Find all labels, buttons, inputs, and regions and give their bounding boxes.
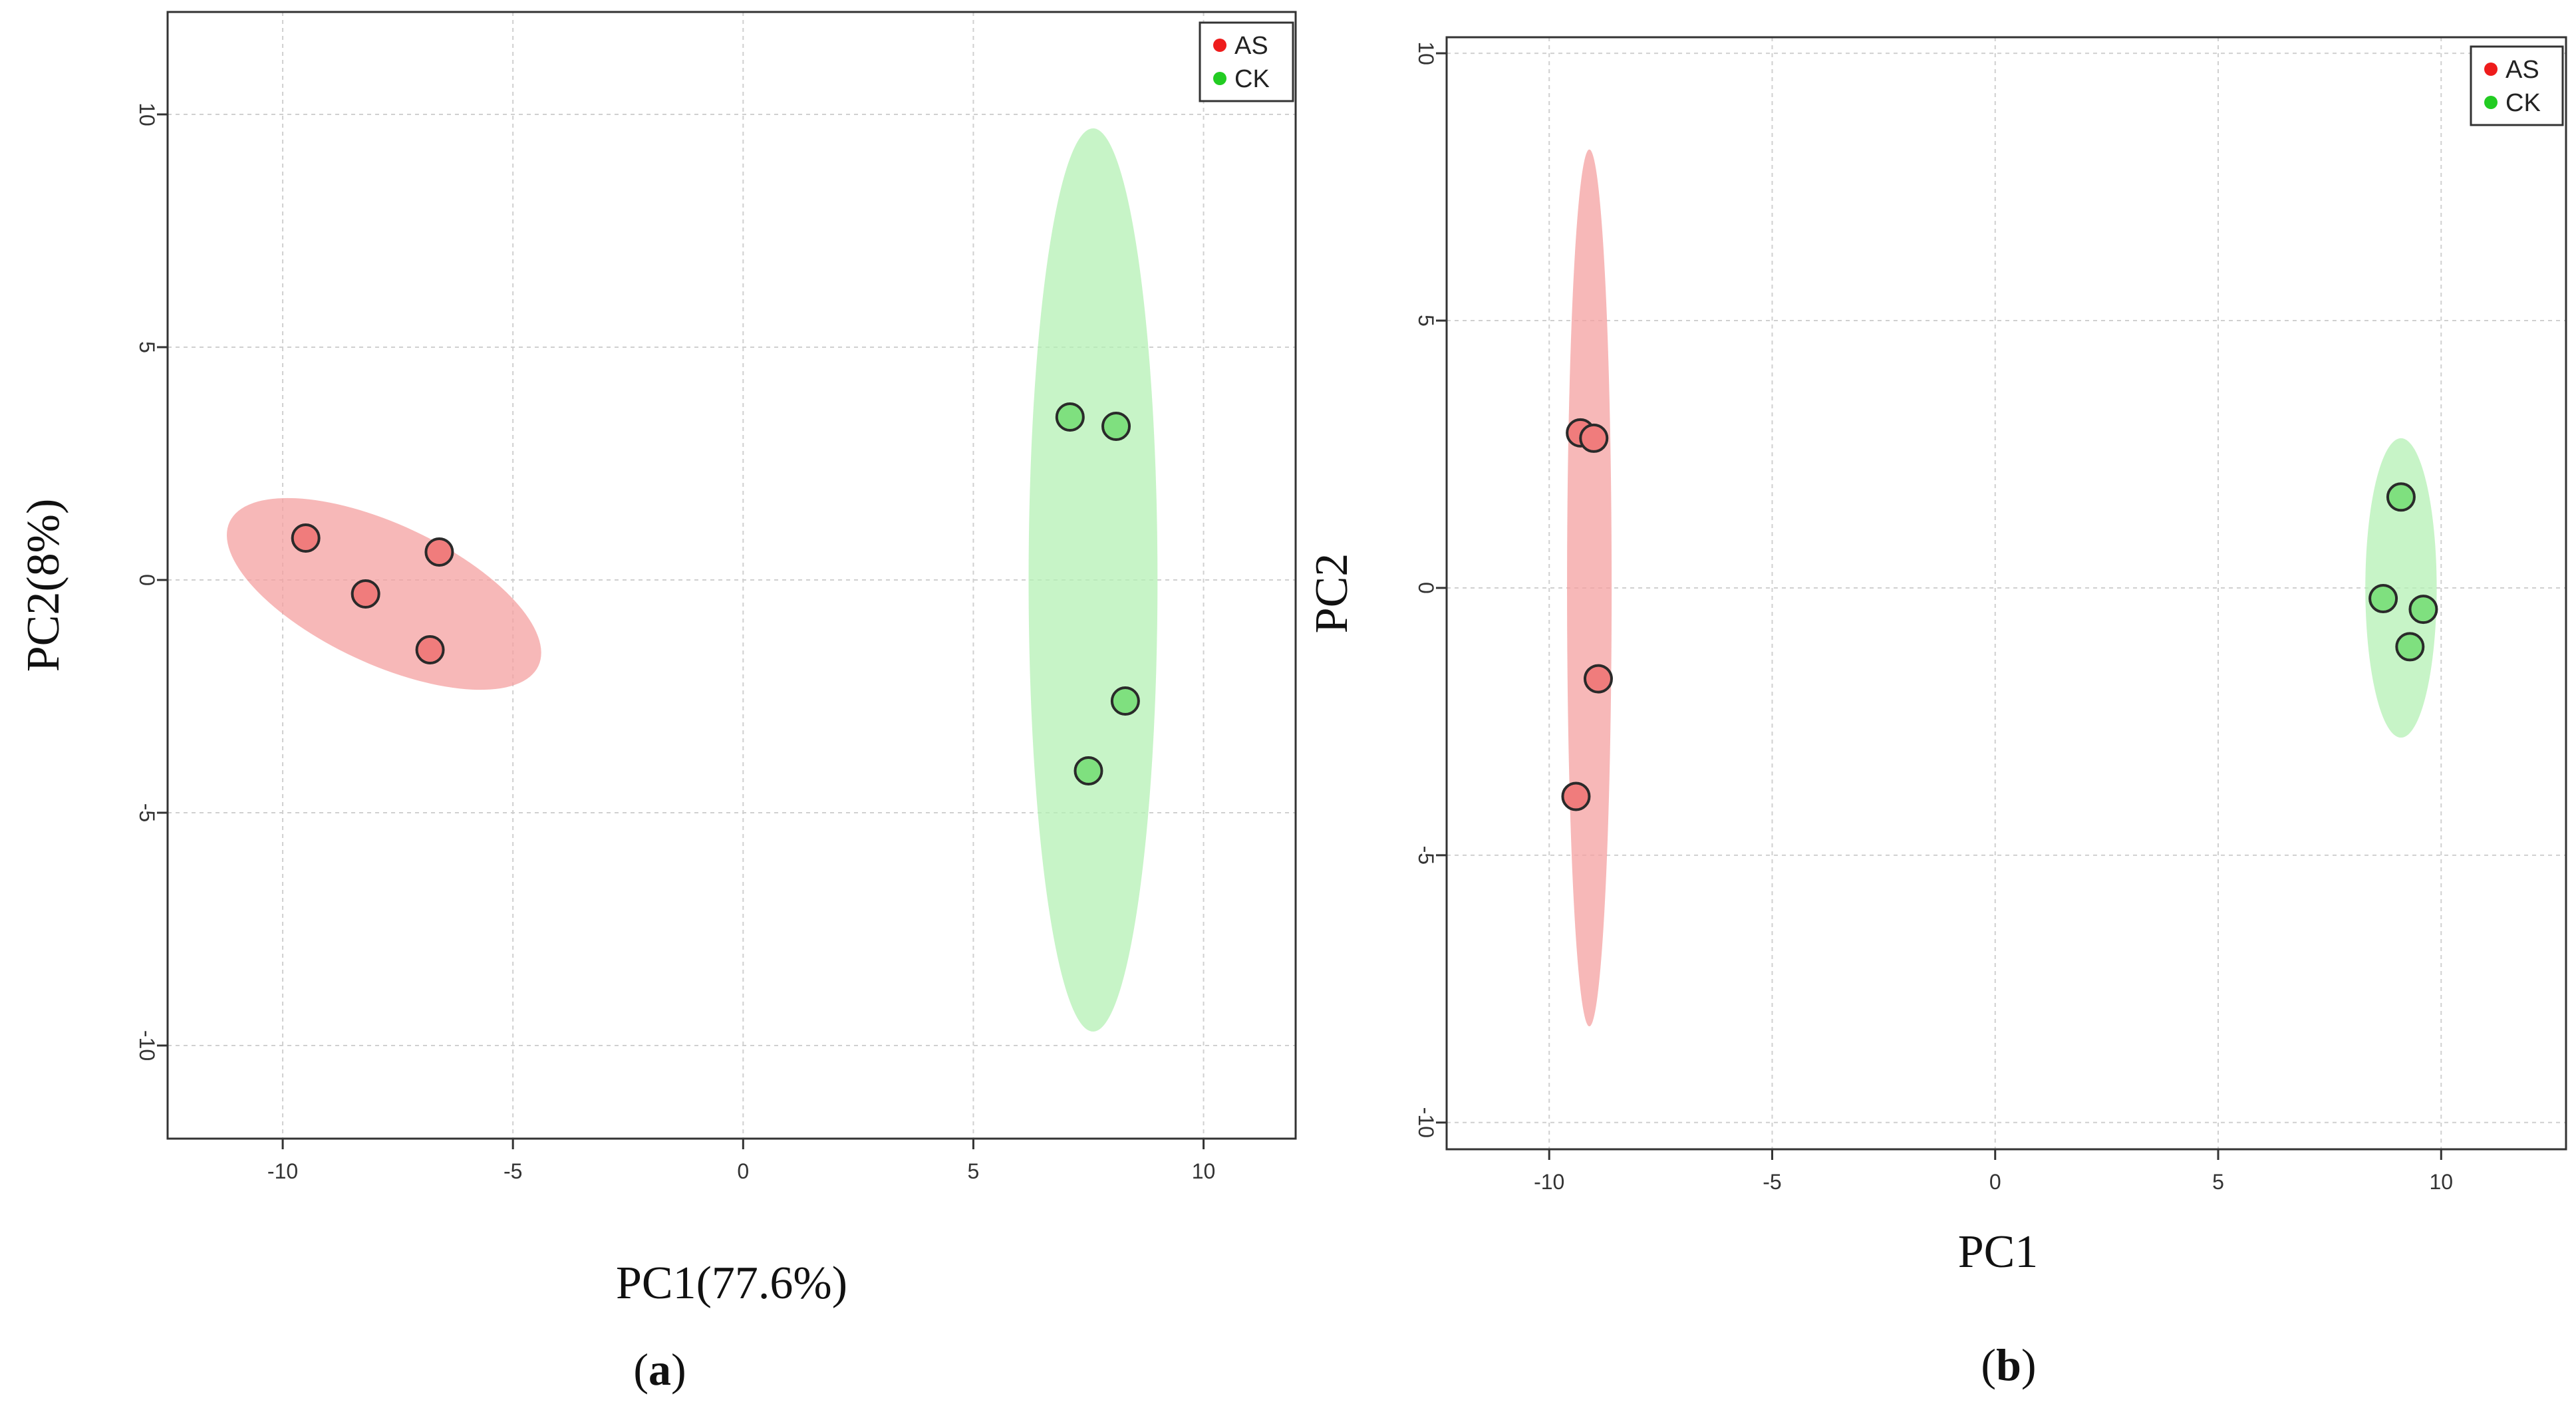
y-axis-title: PC2 bbox=[1306, 553, 1358, 634]
point-ck bbox=[2386, 482, 2416, 512]
ellipse-ck bbox=[1028, 128, 1158, 1032]
y-tick-label: -10 bbox=[135, 1030, 159, 1061]
legend: AS CK bbox=[2470, 45, 2564, 126]
legend-label-ck: CK bbox=[1234, 65, 1270, 93]
point-as bbox=[1561, 781, 1591, 811]
ellipse-as bbox=[1567, 149, 1612, 1027]
legend-box bbox=[1199, 21, 1294, 102]
y-tick-label: 10 bbox=[1414, 41, 1438, 65]
legend-marker-as bbox=[2484, 63, 2498, 76]
point-as bbox=[351, 579, 380, 609]
y-tick-label: -5 bbox=[135, 803, 159, 822]
x-tick-label: 0 bbox=[1989, 1170, 2001, 1194]
legend-label-as: AS bbox=[2505, 56, 2539, 84]
point-ck bbox=[2408, 595, 2438, 625]
x-tick-label: 0 bbox=[737, 1159, 749, 1183]
x-tick-label: -10 bbox=[267, 1159, 298, 1183]
legend-box bbox=[2470, 45, 2564, 126]
legend-marker-ck bbox=[1213, 72, 1226, 85]
point-ck bbox=[1110, 686, 1140, 716]
x-tick-label: -10 bbox=[1534, 1170, 1564, 1194]
x-axis-title: PC1 bbox=[1958, 1226, 2039, 1278]
ellipse-ck bbox=[2365, 438, 2437, 738]
point-ck bbox=[2395, 632, 2425, 662]
chart-panel-a: -10 -5 0 5 10 -10 -5 0 5 10 PC1(77.6%) PC2(8%) AS CK (… bbox=[18, 11, 1297, 1395]
point-as bbox=[1579, 423, 1609, 453]
x-tick-label: 5 bbox=[968, 1159, 980, 1183]
legend-label-as: AS bbox=[1234, 32, 1268, 60]
legend: AS CK bbox=[1199, 21, 1294, 102]
y-tick-label: 0 bbox=[135, 574, 159, 586]
plot-frame bbox=[1445, 36, 2567, 1151]
plot-frame bbox=[166, 11, 1297, 1140]
x-tick-label: 5 bbox=[2212, 1170, 2224, 1194]
point-ck bbox=[1055, 402, 1085, 432]
chart-panel-b: -10 -5 0 5 10 -10 -5 0 5 10 PC1 PC2 AS CK (b) bbox=[1306, 36, 2567, 1390]
x-axis-title: PC1(77.6%) bbox=[616, 1258, 847, 1309]
point-as bbox=[1583, 664, 1613, 694]
y-tick-label: 0 bbox=[1414, 582, 1438, 594]
y-tick-label: -10 bbox=[1414, 1107, 1438, 1138]
point-ck bbox=[1101, 412, 1131, 441]
legend-marker-as bbox=[1213, 39, 1226, 52]
y-tick-label: -5 bbox=[1414, 846, 1438, 865]
x-tick-label: 10 bbox=[2429, 1170, 2453, 1194]
point-as bbox=[415, 635, 445, 664]
point-as bbox=[291, 523, 321, 553]
x-tick-label: -5 bbox=[1763, 1170, 1781, 1194]
legend-label-ck: CK bbox=[2505, 89, 2541, 117]
y-tick-label: 10 bbox=[135, 102, 159, 126]
y-axis-title: PC2(8%) bbox=[18, 499, 69, 672]
point-as bbox=[424, 537, 454, 567]
panel-label: (a) bbox=[633, 1344, 686, 1395]
panel-label: (b) bbox=[1981, 1339, 2036, 1390]
point-ck bbox=[2368, 584, 2398, 614]
x-tick-label: 10 bbox=[1192, 1159, 1216, 1183]
x-tick-label: -5 bbox=[503, 1159, 522, 1183]
y-tick-label: 5 bbox=[135, 341, 159, 353]
y-tick-label: 5 bbox=[1414, 315, 1438, 327]
point-ck bbox=[1073, 756, 1103, 785]
legend-marker-ck bbox=[2484, 96, 2498, 109]
